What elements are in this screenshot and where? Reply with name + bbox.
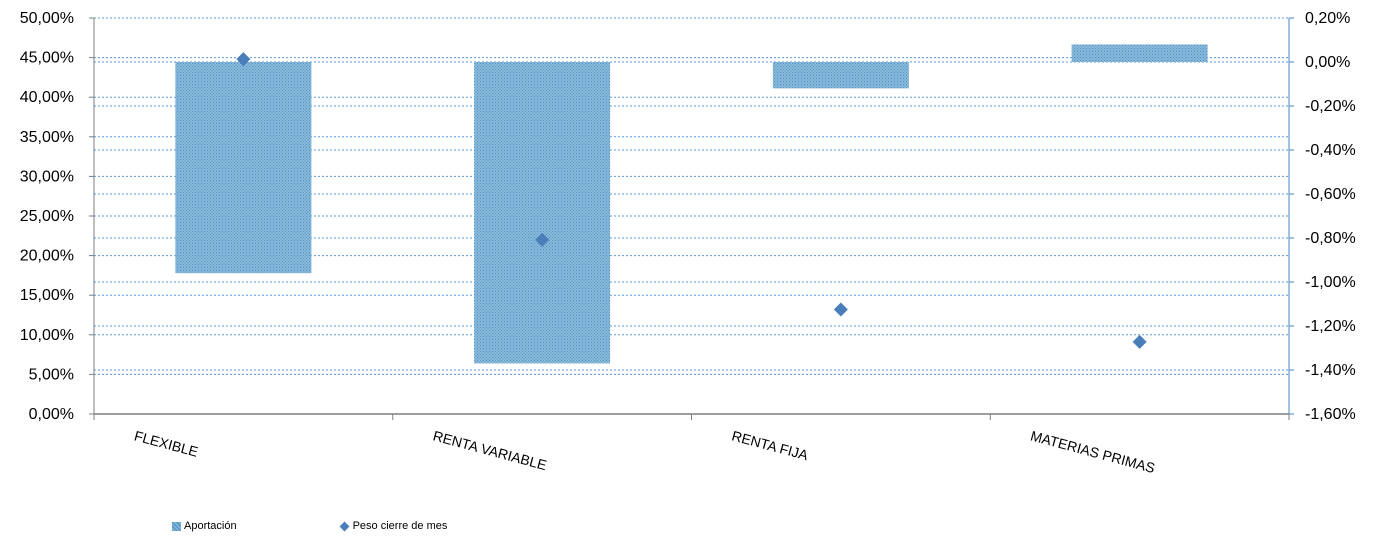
- marker-peso-cierre: [535, 232, 550, 247]
- tick-label-left: 5,00%: [29, 366, 74, 383]
- tick-label-left: 0,00%: [29, 406, 74, 423]
- tick-label-left: 40,00%: [20, 89, 74, 106]
- tick-label-right: -1,00%: [1305, 274, 1356, 291]
- tick-label-left: 35,00%: [20, 129, 74, 146]
- marker-peso-cierre: [833, 302, 848, 317]
- tick-label-right: -0,60%: [1305, 186, 1356, 203]
- category-label: RENTA VARIABLE: [431, 427, 548, 473]
- category-label: FLEXIBLE: [133, 427, 200, 459]
- tick-label-left: 25,00%: [20, 208, 74, 225]
- hatched-square-icon: [172, 521, 181, 531]
- tick-label-right: -0,40%: [1305, 142, 1356, 159]
- tick-label-right: -0,20%: [1305, 98, 1356, 115]
- tick-label-left: 50,00%: [20, 10, 74, 27]
- marker-peso-cierre: [236, 52, 251, 67]
- legend-label-aportacion: Aportación: [184, 520, 237, 532]
- tick-label-left: 30,00%: [20, 168, 74, 185]
- markers-peso-cierre: [236, 52, 1147, 349]
- category-label: MATERIAS PRIMAS: [1029, 427, 1157, 476]
- diamond-icon: [339, 521, 350, 531]
- tick-label-left: 20,00%: [20, 248, 74, 265]
- tick-label-right: 0,00%: [1305, 54, 1350, 71]
- axes: [89, 17, 1294, 420]
- bar-aportacion: [772, 62, 909, 89]
- bar-aportacion: [474, 62, 611, 364]
- bar-aportacion: [175, 62, 312, 274]
- tick-label-right: -1,60%: [1305, 406, 1356, 423]
- tick-label-left: 45,00%: [20, 50, 74, 67]
- tick-label-left: 10,00%: [20, 327, 74, 344]
- bars-aportacion: [175, 44, 1208, 364]
- legend-item-peso-cierre: Peso cierre de mes: [339, 520, 448, 532]
- category-label: RENTA FIJA: [730, 427, 810, 463]
- legend: Aportación Peso cierre de mes: [172, 518, 549, 534]
- tick-label-right: -1,40%: [1305, 362, 1356, 379]
- tick-label-left: 15,00%: [20, 287, 74, 304]
- legend-item-aportacion: Aportación: [172, 520, 237, 532]
- tick-label-right: -1,20%: [1305, 318, 1356, 335]
- marker-peso-cierre: [1132, 334, 1147, 349]
- bar-aportacion: [1071, 44, 1208, 62]
- legend-label-peso-cierre: Peso cierre de mes: [352, 520, 448, 532]
- tick-label-right: 0,20%: [1305, 10, 1350, 27]
- grid-lines: [94, 17, 1289, 375]
- tick-label-right: -0,80%: [1305, 230, 1356, 247]
